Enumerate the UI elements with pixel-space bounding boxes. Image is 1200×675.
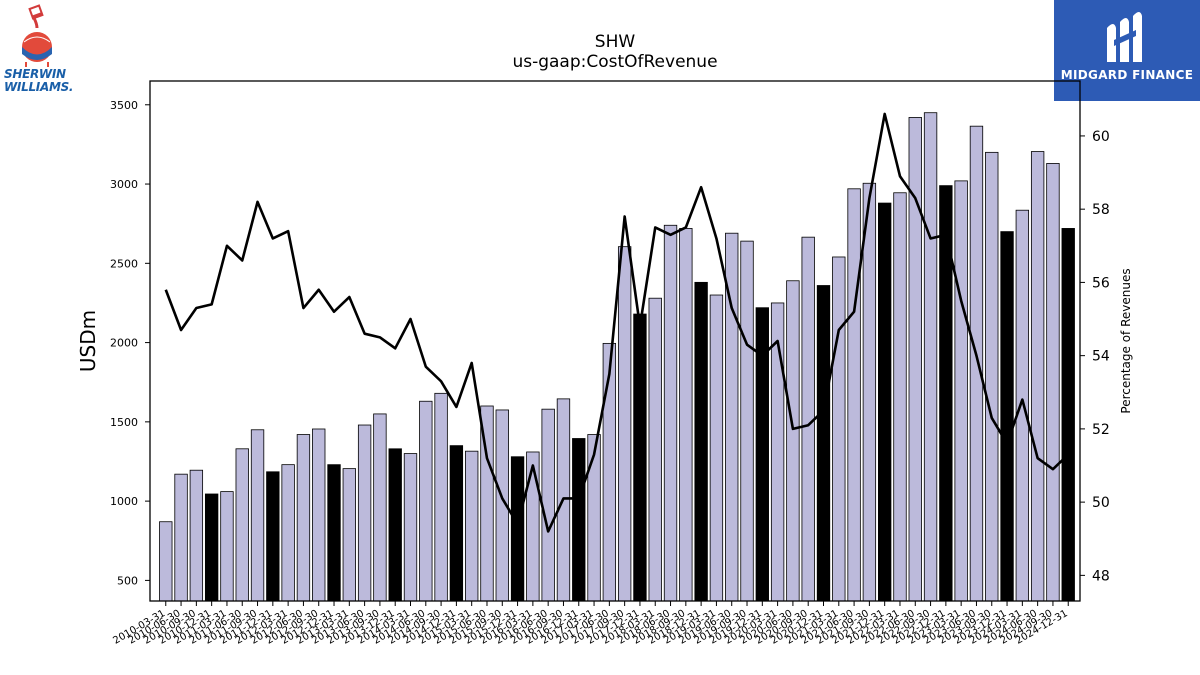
bar-2024-03-31	[1015, 209, 1030, 602]
y-tick-label: 3000	[110, 178, 138, 191]
cover-the-earth-icon	[22, 4, 52, 67]
bar-2013-09-30	[373, 413, 387, 602]
y-tick-label: 2000	[110, 337, 138, 350]
bar-2011-06-30	[235, 448, 249, 602]
bar-2011-09-30	[250, 429, 265, 602]
bar-2010-09-30	[189, 469, 204, 602]
bar-2020-06-30	[786, 280, 800, 602]
bar-2017-06-30	[602, 342, 617, 602]
chart-title: SHW	[594, 32, 636, 52]
bar-2018-09-30	[679, 228, 693, 602]
bar-2016-06-30	[541, 408, 555, 602]
chart-title-block: SHW us-gaap:CostOfRevenue	[150, 32, 1080, 72]
y2-tick-label: 50	[1092, 495, 1110, 511]
bar-2017-12-31	[633, 313, 647, 602]
bar-2021-06-30	[847, 188, 861, 602]
right-brand-text: MIDGARD FINANCE	[1060, 68, 1194, 82]
bar-2012-12-31	[327, 464, 341, 602]
bar-2013-03-31	[342, 468, 356, 602]
bar-2015-03-31	[465, 450, 479, 602]
bar-2012-09-30	[312, 428, 326, 602]
y2-tick-label: 60	[1092, 129, 1110, 145]
bar-2022-09-30	[923, 112, 938, 602]
y2-tick-label: 52	[1092, 422, 1110, 438]
bar-2017-09-30	[617, 246, 632, 602]
bar-2013-06-30	[357, 424, 372, 602]
bar-2024-09-30	[1046, 163, 1060, 602]
bar-2018-06-30	[663, 224, 678, 602]
midgard-finance-logo: MIDGARD FINANCE	[1054, 0, 1200, 101]
bar-2010-03-31	[159, 521, 173, 602]
bar-2011-12-31	[266, 471, 280, 602]
bar-2014-06-30	[419, 400, 433, 602]
bar-2023-09-30	[985, 151, 999, 602]
bar-2012-03-31	[281, 464, 295, 602]
line-layer	[164, 112, 1070, 533]
axes-layer: 500 1000 1500 2000 2500 3000 3500 48 50 52 54 56 58 6…	[76, 80, 1133, 647]
chart-subtitle: us-gaap:CostOfRevenue	[512, 52, 718, 72]
y-axis-label: USDm	[76, 310, 100, 372]
bar-2014-09-30	[434, 392, 448, 602]
bar-2019-03-31	[709, 294, 724, 602]
bar-2024-12-31	[1061, 228, 1075, 602]
y-tick-label: 1000	[110, 495, 138, 508]
bar-2020-09-30	[801, 236, 815, 602]
y2-axis-label: Percentage of Revenues	[1119, 268, 1133, 413]
bars-layer	[159, 112, 1075, 602]
y2-tick-label: 56	[1092, 275, 1110, 291]
bar-2018-12-31	[694, 281, 708, 602]
bar-2014-03-31	[403, 453, 418, 602]
bar-2024-06-30	[1030, 151, 1045, 602]
bar-2021-03-31	[832, 256, 846, 602]
bar-2021-12-31	[878, 202, 892, 602]
bar-2015-12-31	[510, 456, 525, 602]
bar-2010-06-30	[174, 473, 188, 602]
y2-tick-label: 48	[1092, 568, 1110, 584]
bar-2010-12-31	[204, 493, 219, 602]
midgard-m-icon	[1107, 12, 1142, 62]
bar-2019-09-30	[740, 240, 754, 602]
y-tick-label: 1500	[110, 416, 138, 429]
y-tick-label: 2500	[110, 257, 138, 270]
y-tick-label: 500	[117, 574, 138, 587]
bar-2014-12-31	[449, 445, 464, 602]
bar-2016-12-31	[572, 438, 586, 602]
y2-tick-label: 54	[1092, 349, 1110, 365]
bar-2018-03-31	[648, 297, 662, 602]
percentage-line	[164, 112, 1070, 533]
bar-2023-03-31	[954, 180, 968, 602]
bar-2017-03-31	[587, 434, 601, 602]
y-tick-label: 3500	[110, 99, 138, 112]
bar-2012-06-30	[296, 434, 311, 602]
left-brand-line2: WILLIAMS.	[4, 80, 74, 94]
bar-2023-06-30	[969, 125, 984, 602]
bar-2011-03-31	[220, 491, 234, 602]
bar-2021-09-30	[862, 182, 877, 602]
bar-2020-12-31	[816, 285, 831, 602]
left-brand-line1: SHERWIN	[4, 67, 66, 81]
y2-tick-label: 58	[1092, 202, 1110, 218]
bar-2013-12-31	[388, 448, 402, 602]
bar-2022-03-31	[893, 192, 907, 602]
left-brand-text: SHERWIN WILLIAMS.	[4, 68, 76, 94]
bar-2023-12-31	[1000, 231, 1014, 602]
bar-2016-03-31	[526, 451, 540, 602]
plot-frame	[149, 80, 1081, 602]
sherwin-williams-logo: SHERWIN WILLIAMS.	[4, 4, 76, 100]
